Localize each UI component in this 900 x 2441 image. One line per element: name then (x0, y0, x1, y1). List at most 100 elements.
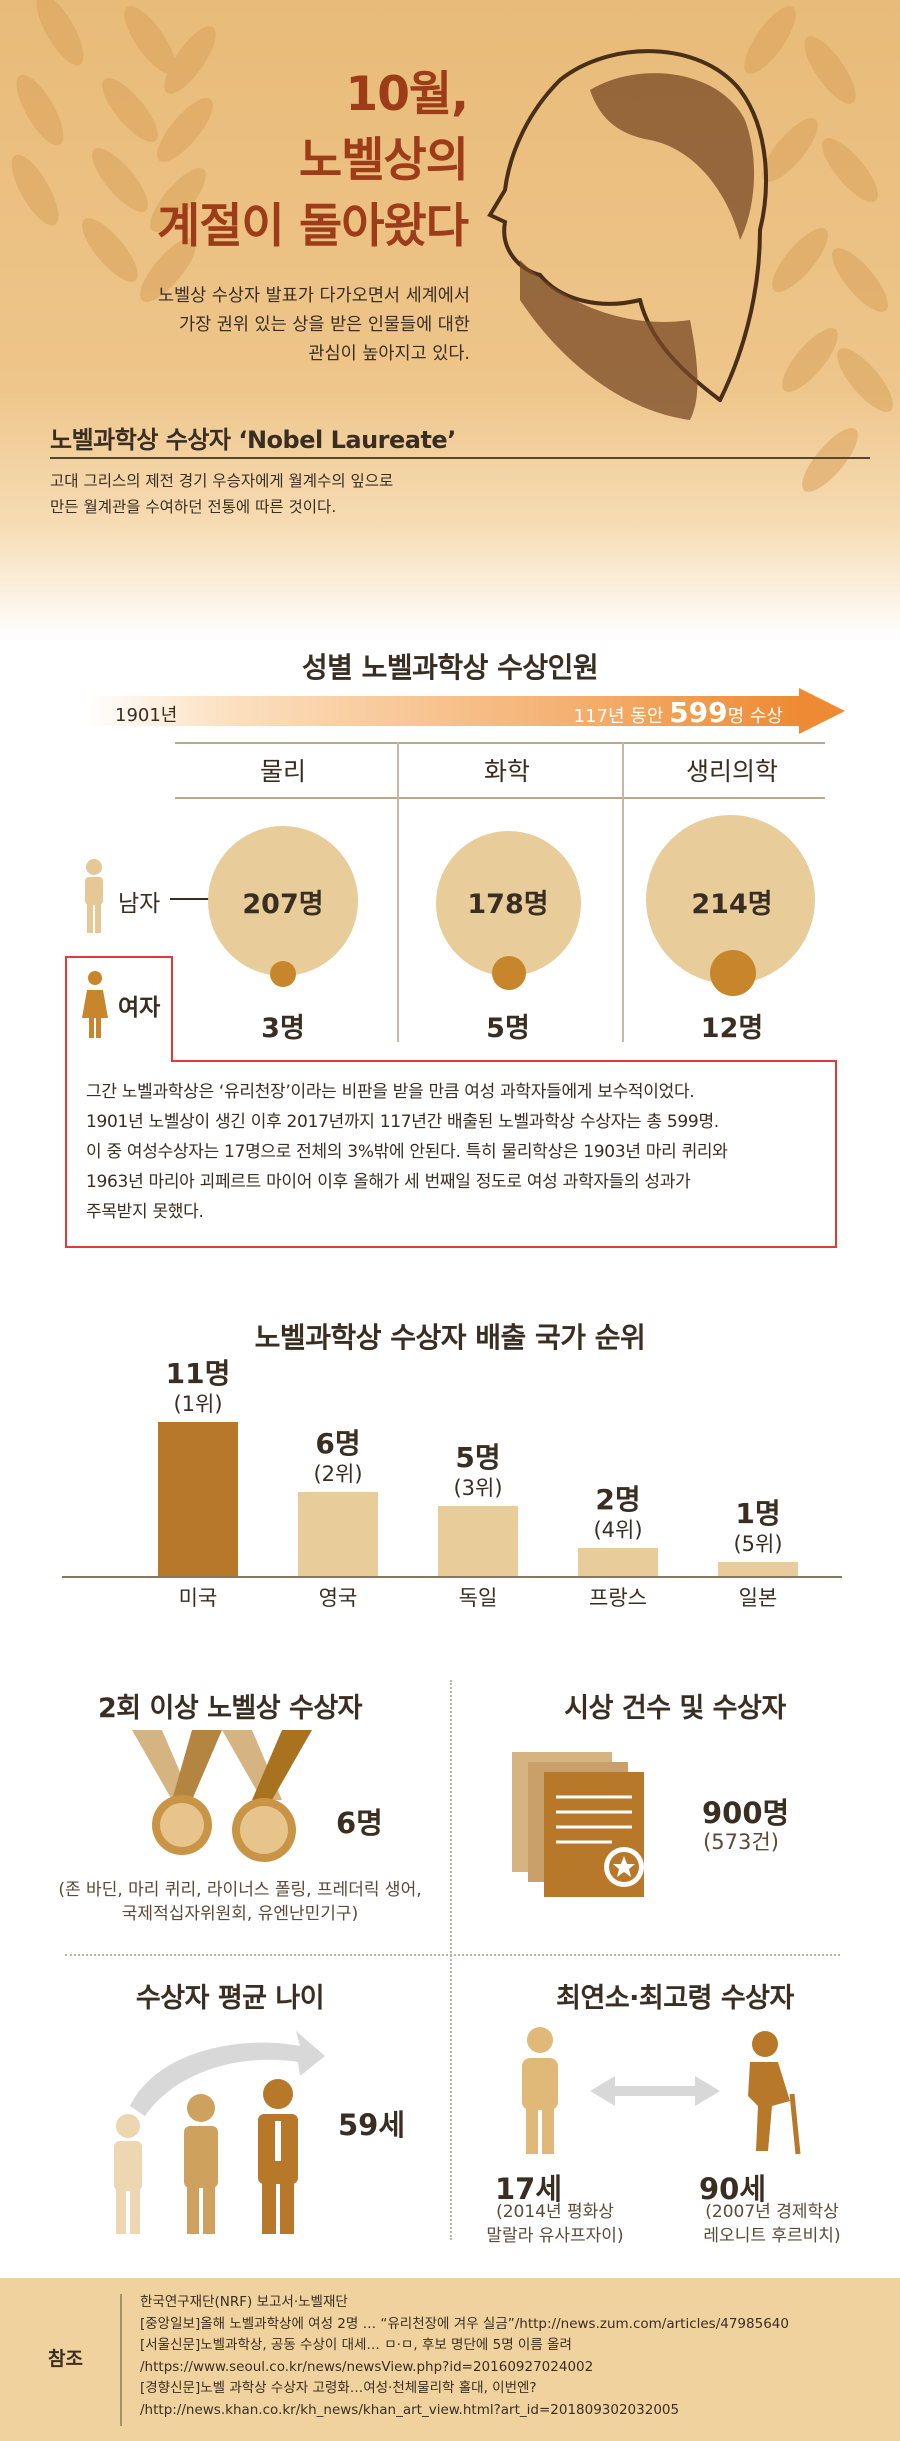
paragraph-line: 주목받지 못했다. (86, 1202, 204, 1222)
female-circle-chemistry (492, 956, 526, 990)
paragraph-line: 1963년 마리아 괴페르트 마이어 이후 올해가 세 번째일 정도로 여성 과… (86, 1172, 691, 1192)
country-value-label: 6명 (315, 1427, 361, 1460)
paragraph-line: 그간 노벨과학상은 ‘유리천장’이라는 비판을 받을 만큼 여성 과학자들에게 … (86, 1082, 695, 1102)
gender-section-title: 성별 노벨과학상 수상인원 (301, 651, 599, 684)
country-value-label: 1명 (735, 1497, 781, 1530)
male-circle-chemistry (436, 831, 581, 976)
female-count-chemistry: 5명 (486, 1013, 530, 1044)
reference-line: /https://www.seoul.co.kr/news/newsView.p… (140, 2358, 594, 2375)
country-name-label: 미국 (178, 1586, 218, 1610)
timeline-summary: 117년 동안 599명 수상 (574, 696, 783, 729)
female-count-physics: 3명 (261, 1013, 305, 1044)
female-circle-physics (270, 961, 296, 987)
female-highlight-box (65, 956, 837, 1248)
category-physics: 물리 (259, 757, 306, 786)
country-bar (158, 1422, 238, 1576)
hero-title-line: 계절이 돌아왔다 (156, 199, 469, 254)
young-old-figures-icon (522, 2027, 801, 2155)
male-icon (85, 859, 103, 933)
aging-people-icon (114, 2031, 325, 2234)
references-section: 참조 한국연구재단(NRF) 보고서·노벨재단 [중앙일보]올해 노벨과학상에 … (0, 2278, 900, 2441)
multi-winners-value: 6명 (336, 1806, 383, 1840)
male-count-physics: 207명 (242, 889, 324, 920)
oldest-note: (2007년 경제학상 레오니트 후르비치) (692, 2200, 852, 2248)
panel-title-youngest-oldest: 최연소·최고령 수상자 (556, 1983, 794, 2014)
male-count-medicine: 214명 (691, 889, 773, 920)
country-rank-label: (3위) (453, 1476, 503, 1500)
female-circle-medicine (710, 950, 756, 996)
country-section-title: 노벨과학상 수상자 배출 국가 순위 (254, 1321, 646, 1354)
laureate-desc-line: 만든 월계관을 수여하던 전통에 따른 것이다. (50, 498, 337, 516)
category-medicine: 생리의학 (685, 757, 778, 786)
reference-line: [경향신문]노벨 과학상 수상자 고령화…여성·천체물리학 홀대, 이번엔? (140, 2380, 537, 2396)
references-label: 참조 (48, 2348, 83, 2370)
hero-title-line: 10월, (345, 67, 470, 122)
female-icon (82, 971, 108, 1038)
laurel-portrait-illustration (11, 0, 893, 492)
laureate-desc-line: 고대 그리스의 제전 경기 우승자에게 월계수의 잎으로 (50, 472, 394, 490)
country-rank-label: (2위) (313, 1462, 363, 1486)
timeline-suffix: 명 수상 (727, 706, 783, 727)
timeline-start: 1901년 (115, 705, 178, 726)
country-value-label: 5명 (455, 1441, 501, 1474)
country-bar (298, 1492, 378, 1576)
male-label: 남자 (118, 891, 161, 917)
laureate-divider (50, 457, 870, 459)
awards-value: 900명 (702, 1796, 790, 1830)
panel-divider-horizontal (65, 1954, 840, 1956)
country-rank-label: (5위) (733, 1532, 783, 1556)
panel-divider-vertical (450, 1680, 452, 2240)
note-line: (존 바딘, 마리 퀴리, 라이너스 폴링, 프레더릭 생어, (58, 1880, 422, 1900)
multi-winners-note: (존 바딘, 마리 퀴리, 라이너스 폴링, 프레더릭 생어, 국제적십자위원회… (45, 1878, 435, 1926)
male-circle-physics (208, 826, 358, 976)
hero-title-line: 노벨상의 (299, 133, 469, 188)
medals-icon (132, 1730, 312, 1862)
timeline-arrow-body (85, 696, 801, 726)
column-divider (622, 742, 624, 1042)
column-divider (397, 742, 399, 1042)
references-divider (120, 2294, 122, 2426)
note-line: 국제적십자위원회, 유엔난민기구) (121, 1904, 359, 1924)
hero-desc-line: 가장 권위 있는 상을 받은 인물들에 대한 (179, 315, 470, 335)
panel-title-average-age: 수상자 평균 나이 (135, 1983, 325, 2014)
youngest-note: (2014년 평화상 말랄라 유사프자이) (480, 2200, 630, 2248)
paragraph-line: 이 중 여성수상자는 17명으로 전체의 3%밖에 안된다. 특히 물리학상은 … (86, 1142, 728, 1162)
timeline-arrow-head (799, 688, 845, 734)
chart-baseline (62, 1576, 842, 1578)
hero-description: 노벨상 수상자 발표가 다가오면서 세계에서 가장 권위 있는 상을 받은 인물… (60, 282, 470, 369)
certificates-icon (512, 1752, 644, 1897)
references-list: 한국연구재단(NRF) 보고서·노벨재단 [중앙일보]올해 노벨과학상에 여성 … (140, 2292, 880, 2421)
oldest-value: 90세 (699, 2172, 767, 2206)
male-connector (170, 898, 210, 900)
table-header-rule (175, 797, 825, 799)
hero-title: 10월, 노벨상의 계절이 돌아왔다 (156, 62, 470, 260)
note-line: (2014년 평화상 (496, 2202, 614, 2222)
note-line: 레오니트 후르비치) (703, 2226, 841, 2246)
panel-title-awards: 시상 건수 및 수상자 (564, 1693, 786, 1724)
youngest-value: 17세 (495, 2172, 563, 2206)
gender-paragraph: 그간 노벨과학상은 ‘유리천장’이라는 비판을 받을 만큼 여성 과학자들에게 … (86, 1077, 836, 1227)
timeline-prefix: 117년 동안 (573, 706, 670, 727)
country-rank-label: (4위) (593, 1518, 643, 1542)
country-rank-label: (1위) (173, 1392, 223, 1416)
male-count-chemistry: 178명 (467, 889, 549, 920)
timeline-arrow: 1901년 117년 동안 599명 수상 (85, 688, 845, 734)
laureate-title: 노벨과학상 수상자 ‘Nobel Laureate’ (50, 426, 456, 454)
paragraph-line: 1901년 노벨상이 생긴 이후 2017년까지 117년간 배출된 노벨과학상… (86, 1112, 719, 1132)
hero-desc-line: 노벨상 수상자 발표가 다가오면서 세계에서 (157, 286, 470, 306)
country-value-label: 2명 (595, 1483, 641, 1516)
reference-line: [중앙일보]올해 노벨과학상에 여성 2명 … “유리천장에 겨우 실금”/ht… (140, 2315, 789, 2332)
female-count-medicine: 12명 (700, 1013, 764, 1044)
country-bar-chart: (1위) 11명 미국 (2위) 6명 영국 (3위) 5명 독일 (4위) 2명 프랑스 (5위) 1명… (158, 1357, 798, 1610)
note-line: 말랄라 유사프자이) (486, 2226, 624, 2246)
country-name-label: 일본 (738, 1586, 778, 1610)
category-chemistry: 화학 (483, 757, 530, 786)
country-value-label: 11명 (165, 1357, 231, 1390)
female-label: 여자 (118, 995, 161, 1021)
reference-line: 한국연구재단(NRF) 보고서·노벨재단 (140, 2294, 348, 2310)
hero-desc-line: 관심이 높아지고 있다. (308, 344, 470, 364)
timeline-total: 599 (669, 696, 728, 729)
reference-line: [서울신문]노벨과학상, 공동 수상이 대세… ㅁ·ㅁ, 후보 명단에 5명 이… (140, 2337, 572, 2353)
panel-title-multi-winners: 2회 이상 노벨상 수상자 (97, 1693, 363, 1724)
country-bar (578, 1548, 658, 1576)
